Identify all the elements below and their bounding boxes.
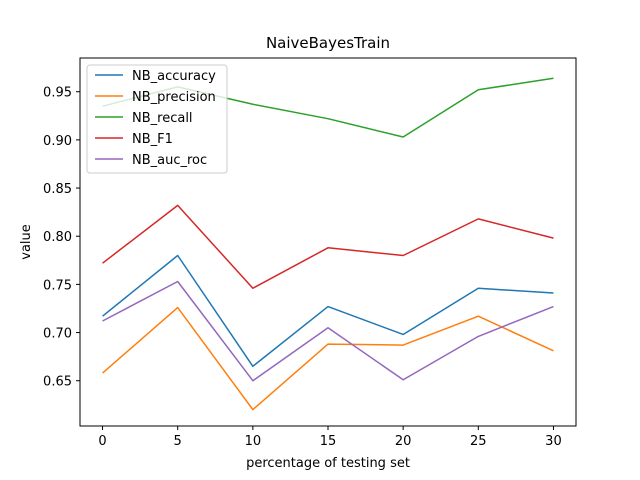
legend-box: [86, 64, 228, 174]
y-tick-label: 0.75: [43, 278, 72, 293]
x-tick-label: 25: [470, 434, 487, 449]
legend: NB_accuracy NB_precision NB_recall NB_F1 NB_…: [86, 64, 228, 174]
chart-title: NaiveBayesTrain: [266, 34, 390, 52]
series-line-nb-accuracy: [102, 254, 554, 368]
y-tick-label: 0.65: [43, 375, 72, 390]
y-tick-label: 0.80: [43, 230, 72, 245]
x-tick-label: 20: [395, 434, 412, 449]
legend-label-nb-recall: NB_recall: [132, 111, 193, 126]
y-axis: 0.65 0.70 0.75 0.80 0.85 0.90 0.95: [43, 86, 80, 390]
x-tick-label: 15: [320, 434, 337, 449]
x-tick-label: 0: [98, 434, 106, 449]
legend-label-nb-auc-roc: NB_auc_roc: [132, 153, 207, 168]
x-axis-title: percentage of testing set: [246, 456, 410, 471]
legend-label-nb-f1: NB_F1: [132, 132, 173, 147]
y-tick-label: 0.85: [43, 182, 72, 197]
legend-label-nb-precision: NB_precision: [132, 90, 216, 105]
x-tick-label: 10: [245, 434, 262, 449]
x-axis: 0 5 10 15 20 25 30: [98, 426, 562, 449]
y-tick-label: 0.70: [43, 327, 72, 342]
series-line-nb-auc-roc: [102, 280, 554, 382]
legend-label-nb-accuracy: NB_accuracy: [132, 69, 216, 84]
y-tick-label: 0.95: [43, 86, 72, 101]
y-tick-label: 0.90: [43, 134, 72, 149]
series-line-nb-f1: [102, 204, 554, 289]
y-axis-title: value: [19, 224, 34, 260]
x-tick-label: 5: [174, 434, 182, 449]
x-tick-label: 30: [545, 434, 562, 449]
series-line-nb-precision: [102, 306, 554, 411]
